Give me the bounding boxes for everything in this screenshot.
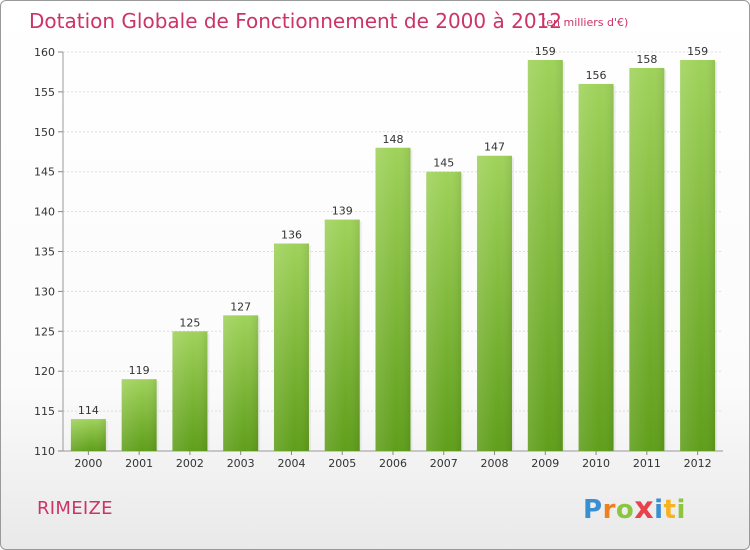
x-tick-label: 2004 (277, 457, 305, 470)
bar-value-label: 114 (78, 404, 99, 417)
bar-highlight (375, 147, 411, 451)
x-tick-label: 2003 (227, 457, 255, 470)
bar-value-label: 148 (383, 133, 404, 146)
chart-title: Dotation Globale de Fonctionnement de 20… (29, 9, 562, 33)
bar-highlight (629, 67, 665, 452)
bar-value-label: 159 (535, 45, 556, 58)
bar-highlight (273, 243, 309, 451)
bar-highlight (578, 83, 614, 452)
bar-value-label: 158 (636, 53, 657, 66)
logo-letter: o (615, 495, 635, 525)
y-tick-label: 140 (34, 206, 55, 219)
bar-highlight (477, 155, 513, 452)
bar-highlight (121, 379, 157, 451)
bar-highlight (527, 59, 563, 451)
bar-value-label: 119 (129, 364, 150, 377)
chart-subtitle: (en milliers d'€) (542, 16, 629, 29)
x-tick-label: 2011 (633, 457, 661, 470)
proxiti-logo: Proxiti (583, 491, 686, 526)
bar-highlight (426, 171, 462, 451)
bar-highlight (324, 219, 360, 451)
y-tick-label: 145 (34, 166, 55, 179)
bar-value-label: 127 (230, 300, 251, 313)
x-tick-label: 2012 (684, 457, 712, 470)
x-tick-label: 2010 (582, 457, 610, 470)
logo-letter: r (602, 495, 616, 525)
bar-highlight (172, 331, 208, 451)
y-tick-label: 130 (34, 285, 55, 298)
bar-value-label: 159 (687, 45, 708, 58)
logo-letter: i (676, 495, 686, 525)
commune-name: RIMEIZE (37, 498, 113, 519)
bar-value-label: 147 (484, 141, 505, 154)
y-tick-label: 110 (34, 445, 55, 458)
y-tick-label: 150 (34, 126, 55, 139)
y-tick-label: 120 (34, 365, 55, 378)
logo-letter: x (634, 491, 655, 526)
logo-letter: t (663, 495, 677, 525)
x-tick-label: 2005 (328, 457, 356, 470)
x-tick-label: 2007 (430, 457, 458, 470)
bar-value-label: 156 (586, 69, 607, 82)
bar-highlight (680, 59, 716, 451)
bar-value-label: 139 (332, 205, 353, 218)
bar-value-label: 145 (433, 157, 454, 170)
x-tick-label: 2002 (176, 457, 204, 470)
y-tick-label: 125 (34, 325, 55, 338)
y-tick-label: 160 (34, 46, 55, 59)
bar-highlight (70, 419, 106, 451)
x-tick-label: 2000 (74, 457, 102, 470)
bar-value-label: 125 (179, 316, 200, 329)
x-tick-label: 2006 (379, 457, 407, 470)
y-tick-label: 155 (34, 86, 55, 99)
bar-value-label: 136 (281, 229, 302, 242)
logo-letter: P (583, 495, 603, 525)
y-tick-label: 135 (34, 246, 55, 259)
bar-highlight (223, 315, 259, 451)
x-tick-label: 2008 (481, 457, 509, 470)
y-tick-label: 115 (34, 405, 55, 418)
x-tick-label: 2009 (531, 457, 559, 470)
logo-letter: i (654, 495, 664, 525)
x-tick-label: 2001 (125, 457, 153, 470)
